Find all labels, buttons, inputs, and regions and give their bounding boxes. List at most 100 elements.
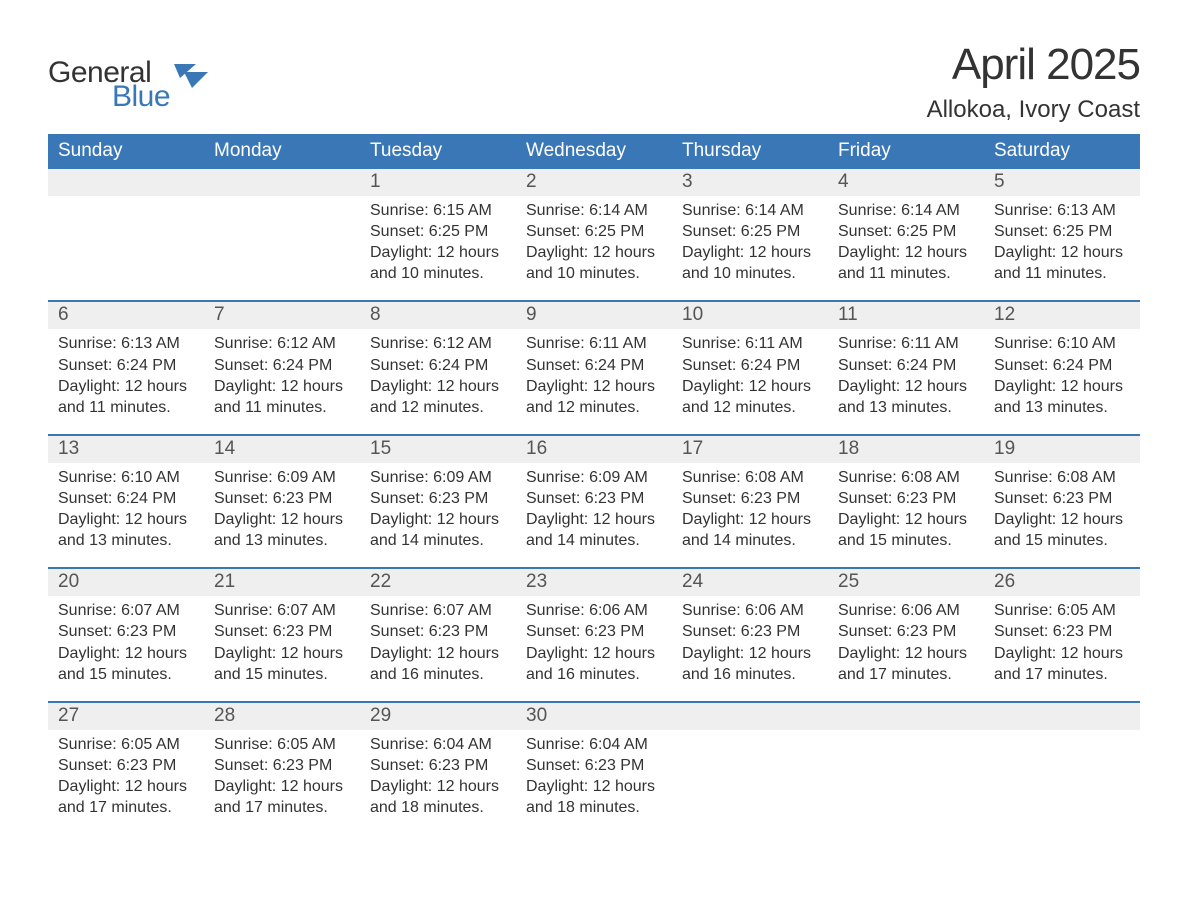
day-cell: 5Sunrise: 6:13 AMSunset: 6:25 PMDaylight… <box>984 169 1140 300</box>
day-body: Sunrise: 6:04 AMSunset: 6:23 PMDaylight:… <box>516 730 672 818</box>
sunrise-text: Sunrise: 6:15 AM <box>370 200 506 221</box>
sunrise-text: Sunrise: 6:11 AM <box>682 333 818 354</box>
sunset-text: Sunset: 6:24 PM <box>994 355 1130 376</box>
day-number: 3 <box>672 169 828 196</box>
daylight-text: Daylight: 12 hours and 11 minutes. <box>994 242 1130 284</box>
day-number: 28 <box>204 703 360 730</box>
day-body: Sunrise: 6:05 AMSunset: 6:23 PMDaylight:… <box>984 596 1140 684</box>
day-body: Sunrise: 6:07 AMSunset: 6:23 PMDaylight:… <box>204 596 360 684</box>
day-body: Sunrise: 6:09 AMSunset: 6:23 PMDaylight:… <box>360 463 516 551</box>
location-subtitle: Allokoa, Ivory Coast <box>927 96 1140 124</box>
sunset-text: Sunset: 6:24 PM <box>214 355 350 376</box>
week-row: 13Sunrise: 6:10 AMSunset: 6:24 PMDayligh… <box>48 434 1140 567</box>
daylight-text: Daylight: 12 hours and 11 minutes. <box>58 376 194 418</box>
daylight-text: Daylight: 12 hours and 17 minutes. <box>214 776 350 818</box>
day-cell: 21Sunrise: 6:07 AMSunset: 6:23 PMDayligh… <box>204 569 360 700</box>
sunset-text: Sunset: 6:23 PM <box>682 621 818 642</box>
sunrise-text: Sunrise: 6:12 AM <box>370 333 506 354</box>
sunrise-text: Sunrise: 6:12 AM <box>214 333 350 354</box>
sunset-text: Sunset: 6:23 PM <box>838 621 974 642</box>
day-number: 24 <box>672 569 828 596</box>
dow-thursday: Thursday <box>672 134 828 169</box>
daylight-text: Daylight: 12 hours and 14 minutes. <box>370 509 506 551</box>
day-cell <box>48 169 204 300</box>
sunrise-text: Sunrise: 6:06 AM <box>682 600 818 621</box>
day-body: Sunrise: 6:14 AMSunset: 6:25 PMDaylight:… <box>516 196 672 284</box>
day-cell <box>672 703 828 834</box>
sunrise-text: Sunrise: 6:14 AM <box>682 200 818 221</box>
sunrise-text: Sunrise: 6:06 AM <box>838 600 974 621</box>
sunrise-text: Sunrise: 6:07 AM <box>58 600 194 621</box>
sunrise-text: Sunrise: 6:08 AM <box>838 467 974 488</box>
sunset-text: Sunset: 6:23 PM <box>994 621 1130 642</box>
day-cell: 9Sunrise: 6:11 AMSunset: 6:24 PMDaylight… <box>516 302 672 433</box>
sunrise-text: Sunrise: 6:14 AM <box>526 200 662 221</box>
day-body: Sunrise: 6:13 AMSunset: 6:25 PMDaylight:… <box>984 196 1140 284</box>
day-cell: 7Sunrise: 6:12 AMSunset: 6:24 PMDaylight… <box>204 302 360 433</box>
day-body: Sunrise: 6:15 AMSunset: 6:25 PMDaylight:… <box>360 196 516 284</box>
sunrise-text: Sunrise: 6:05 AM <box>58 734 194 755</box>
sunset-text: Sunset: 6:23 PM <box>58 621 194 642</box>
calendar: Sunday Monday Tuesday Wednesday Thursday… <box>48 134 1140 834</box>
weeks-container: 1Sunrise: 6:15 AMSunset: 6:25 PMDaylight… <box>48 169 1140 834</box>
daylight-text: Daylight: 12 hours and 16 minutes. <box>526 643 662 685</box>
day-body: Sunrise: 6:12 AMSunset: 6:24 PMDaylight:… <box>360 329 516 417</box>
sunset-text: Sunset: 6:23 PM <box>838 488 974 509</box>
day-number: 2 <box>516 169 672 196</box>
daylight-text: Daylight: 12 hours and 10 minutes. <box>682 242 818 284</box>
day-number: 9 <box>516 302 672 329</box>
month-title: April 2025 <box>927 40 1140 90</box>
day-of-week-header: Sunday Monday Tuesday Wednesday Thursday… <box>48 134 1140 169</box>
day-number: 1 <box>360 169 516 196</box>
day-body: Sunrise: 6:08 AMSunset: 6:23 PMDaylight:… <box>672 463 828 551</box>
day-cell: 10Sunrise: 6:11 AMSunset: 6:24 PMDayligh… <box>672 302 828 433</box>
day-number <box>48 169 204 196</box>
brand-logo: General Blue <box>48 40 208 112</box>
day-number: 17 <box>672 436 828 463</box>
sunset-text: Sunset: 6:23 PM <box>370 621 506 642</box>
sunrise-text: Sunrise: 6:07 AM <box>214 600 350 621</box>
week-row: 1Sunrise: 6:15 AMSunset: 6:25 PMDaylight… <box>48 169 1140 300</box>
sunrise-text: Sunrise: 6:07 AM <box>370 600 506 621</box>
sunset-text: Sunset: 6:24 PM <box>526 355 662 376</box>
day-body: Sunrise: 6:14 AMSunset: 6:25 PMDaylight:… <box>828 196 984 284</box>
sunrise-text: Sunrise: 6:13 AM <box>994 200 1130 221</box>
day-number: 27 <box>48 703 204 730</box>
sunset-text: Sunset: 6:24 PM <box>370 355 506 376</box>
day-number <box>204 169 360 196</box>
dow-monday: Monday <box>204 134 360 169</box>
day-number: 5 <box>984 169 1140 196</box>
day-cell: 20Sunrise: 6:07 AMSunset: 6:23 PMDayligh… <box>48 569 204 700</box>
daylight-text: Daylight: 12 hours and 13 minutes. <box>994 376 1130 418</box>
day-number: 13 <box>48 436 204 463</box>
day-cell: 11Sunrise: 6:11 AMSunset: 6:24 PMDayligh… <box>828 302 984 433</box>
sunrise-text: Sunrise: 6:04 AM <box>370 734 506 755</box>
sunrise-text: Sunrise: 6:10 AM <box>994 333 1130 354</box>
day-body: Sunrise: 6:08 AMSunset: 6:23 PMDaylight:… <box>828 463 984 551</box>
day-cell: 13Sunrise: 6:10 AMSunset: 6:24 PMDayligh… <box>48 436 204 567</box>
daylight-text: Daylight: 12 hours and 14 minutes. <box>682 509 818 551</box>
daylight-text: Daylight: 12 hours and 15 minutes. <box>838 509 974 551</box>
daylight-text: Daylight: 12 hours and 16 minutes. <box>370 643 506 685</box>
day-body: Sunrise: 6:06 AMSunset: 6:23 PMDaylight:… <box>828 596 984 684</box>
day-cell: 22Sunrise: 6:07 AMSunset: 6:23 PMDayligh… <box>360 569 516 700</box>
week-row: 6Sunrise: 6:13 AMSunset: 6:24 PMDaylight… <box>48 300 1140 433</box>
day-cell: 1Sunrise: 6:15 AMSunset: 6:25 PMDaylight… <box>360 169 516 300</box>
title-block: April 2025 Allokoa, Ivory Coast <box>927 40 1140 124</box>
day-number: 8 <box>360 302 516 329</box>
day-body: Sunrise: 6:07 AMSunset: 6:23 PMDaylight:… <box>360 596 516 684</box>
sunset-text: Sunset: 6:23 PM <box>214 621 350 642</box>
daylight-text: Daylight: 12 hours and 11 minutes. <box>838 242 974 284</box>
day-number: 16 <box>516 436 672 463</box>
day-number: 20 <box>48 569 204 596</box>
dow-sunday: Sunday <box>48 134 204 169</box>
dow-tuesday: Tuesday <box>360 134 516 169</box>
sunset-text: Sunset: 6:23 PM <box>370 755 506 776</box>
day-body: Sunrise: 6:04 AMSunset: 6:23 PMDaylight:… <box>360 730 516 818</box>
day-number: 6 <box>48 302 204 329</box>
sunset-text: Sunset: 6:24 PM <box>682 355 818 376</box>
daylight-text: Daylight: 12 hours and 11 minutes. <box>214 376 350 418</box>
day-cell: 18Sunrise: 6:08 AMSunset: 6:23 PMDayligh… <box>828 436 984 567</box>
day-body: Sunrise: 6:09 AMSunset: 6:23 PMDaylight:… <box>204 463 360 551</box>
flag-icon <box>174 64 208 93</box>
